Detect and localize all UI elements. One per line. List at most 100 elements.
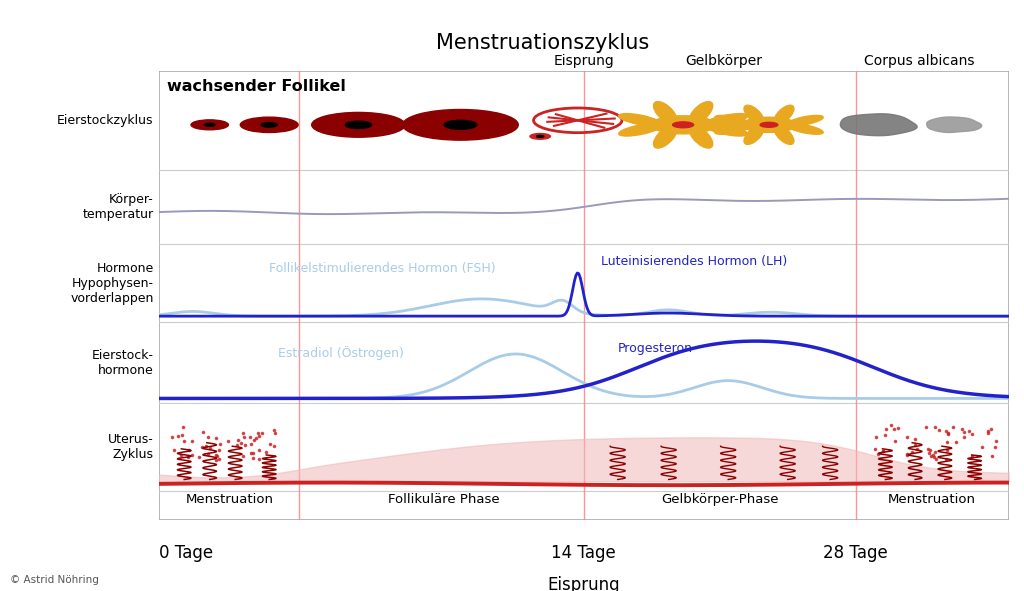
Point: [980, 427, 996, 436]
Text: Hormone
Hypophysen-
vorderlappen: Hormone Hypophysen- vorderlappen: [71, 262, 154, 304]
Point: [220, 436, 237, 446]
Text: 28 Tage: 28 Tage: [823, 544, 888, 561]
Text: Menstruationszyklus: Menstruationszyklus: [436, 33, 649, 53]
Point: [234, 452, 251, 461]
Point: [233, 438, 250, 447]
Point: [173, 450, 189, 460]
Point: [940, 428, 956, 438]
Point: [245, 449, 261, 458]
Point: [898, 449, 914, 459]
Point: [208, 433, 224, 443]
Point: [869, 450, 886, 459]
Point: [242, 432, 258, 441]
Point: [245, 453, 261, 463]
Point: [886, 424, 902, 434]
Text: Gelbkörper-Phase: Gelbkörper-Phase: [660, 493, 778, 506]
Point: [908, 444, 925, 454]
Ellipse shape: [774, 105, 794, 124]
Point: [251, 454, 267, 464]
Point: [208, 455, 224, 465]
Point: [920, 444, 936, 454]
Ellipse shape: [653, 126, 677, 148]
Point: [937, 426, 953, 436]
Ellipse shape: [618, 113, 662, 126]
Ellipse shape: [402, 109, 518, 140]
Point: [251, 431, 267, 440]
Point: [974, 443, 990, 452]
Ellipse shape: [261, 122, 278, 127]
Point: [180, 446, 197, 455]
Point: [938, 454, 954, 464]
Point: [887, 436, 903, 446]
Point: [190, 453, 207, 462]
Point: [176, 436, 193, 446]
Ellipse shape: [537, 135, 544, 137]
Point: [987, 443, 1004, 452]
Point: [956, 427, 973, 437]
Text: Eisprung: Eisprung: [553, 54, 614, 68]
Point: [953, 424, 970, 434]
Point: [184, 450, 201, 459]
Text: Follikuläre Phase: Follikuläre Phase: [388, 493, 500, 506]
Ellipse shape: [653, 102, 677, 124]
Ellipse shape: [760, 122, 778, 127]
Point: [180, 452, 197, 462]
Point: [876, 447, 892, 456]
Point: [237, 440, 253, 449]
Polygon shape: [927, 117, 982, 132]
Ellipse shape: [311, 112, 406, 137]
Point: [927, 423, 943, 432]
Ellipse shape: [774, 125, 794, 144]
Ellipse shape: [530, 134, 550, 139]
Point: [254, 428, 270, 437]
Point: [250, 428, 266, 438]
Point: [211, 445, 227, 454]
Ellipse shape: [715, 115, 751, 126]
Point: [258, 447, 274, 457]
Point: [212, 439, 228, 449]
Point: [921, 449, 937, 458]
Point: [202, 443, 218, 452]
Ellipse shape: [744, 125, 764, 144]
Point: [261, 439, 278, 449]
Point: [928, 454, 944, 463]
Text: 14 Tage: 14 Tage: [551, 544, 616, 561]
Point: [906, 434, 923, 444]
Ellipse shape: [787, 124, 823, 134]
Point: [266, 426, 283, 435]
Ellipse shape: [706, 124, 748, 136]
Text: Progesteron: Progesteron: [617, 342, 692, 355]
Text: Eierstock-
hormone: Eierstock- hormone: [91, 349, 154, 377]
Text: Estradiol (Östrogen): Estradiol (Östrogen): [278, 346, 403, 360]
Point: [982, 424, 998, 434]
Point: [899, 433, 915, 442]
Ellipse shape: [191, 120, 228, 130]
Point: [898, 450, 914, 460]
Point: [927, 447, 943, 456]
Text: Menstruation: Menstruation: [185, 493, 273, 506]
Point: [199, 441, 215, 451]
Ellipse shape: [444, 121, 476, 129]
Text: Gelbkörper: Gelbkörper: [685, 54, 763, 68]
Point: [878, 424, 894, 434]
Text: Eierstockzyklus: Eierstockzyklus: [57, 114, 154, 127]
Ellipse shape: [651, 116, 716, 134]
Ellipse shape: [787, 115, 823, 126]
Point: [211, 454, 227, 464]
Point: [906, 440, 923, 450]
Ellipse shape: [715, 124, 751, 134]
Ellipse shape: [689, 126, 713, 148]
Point: [918, 423, 934, 432]
Point: [228, 440, 245, 450]
Text: Menstruation: Menstruation: [888, 493, 976, 506]
Point: [200, 432, 216, 441]
Ellipse shape: [689, 102, 713, 124]
Point: [243, 448, 259, 457]
Point: [200, 450, 216, 459]
Ellipse shape: [706, 113, 748, 126]
Point: [874, 446, 891, 456]
Text: wachsender Follikel: wachsender Follikel: [167, 79, 346, 94]
Point: [207, 450, 223, 460]
Text: Körper-
temperatur: Körper- temperatur: [83, 193, 154, 221]
Ellipse shape: [673, 122, 693, 128]
